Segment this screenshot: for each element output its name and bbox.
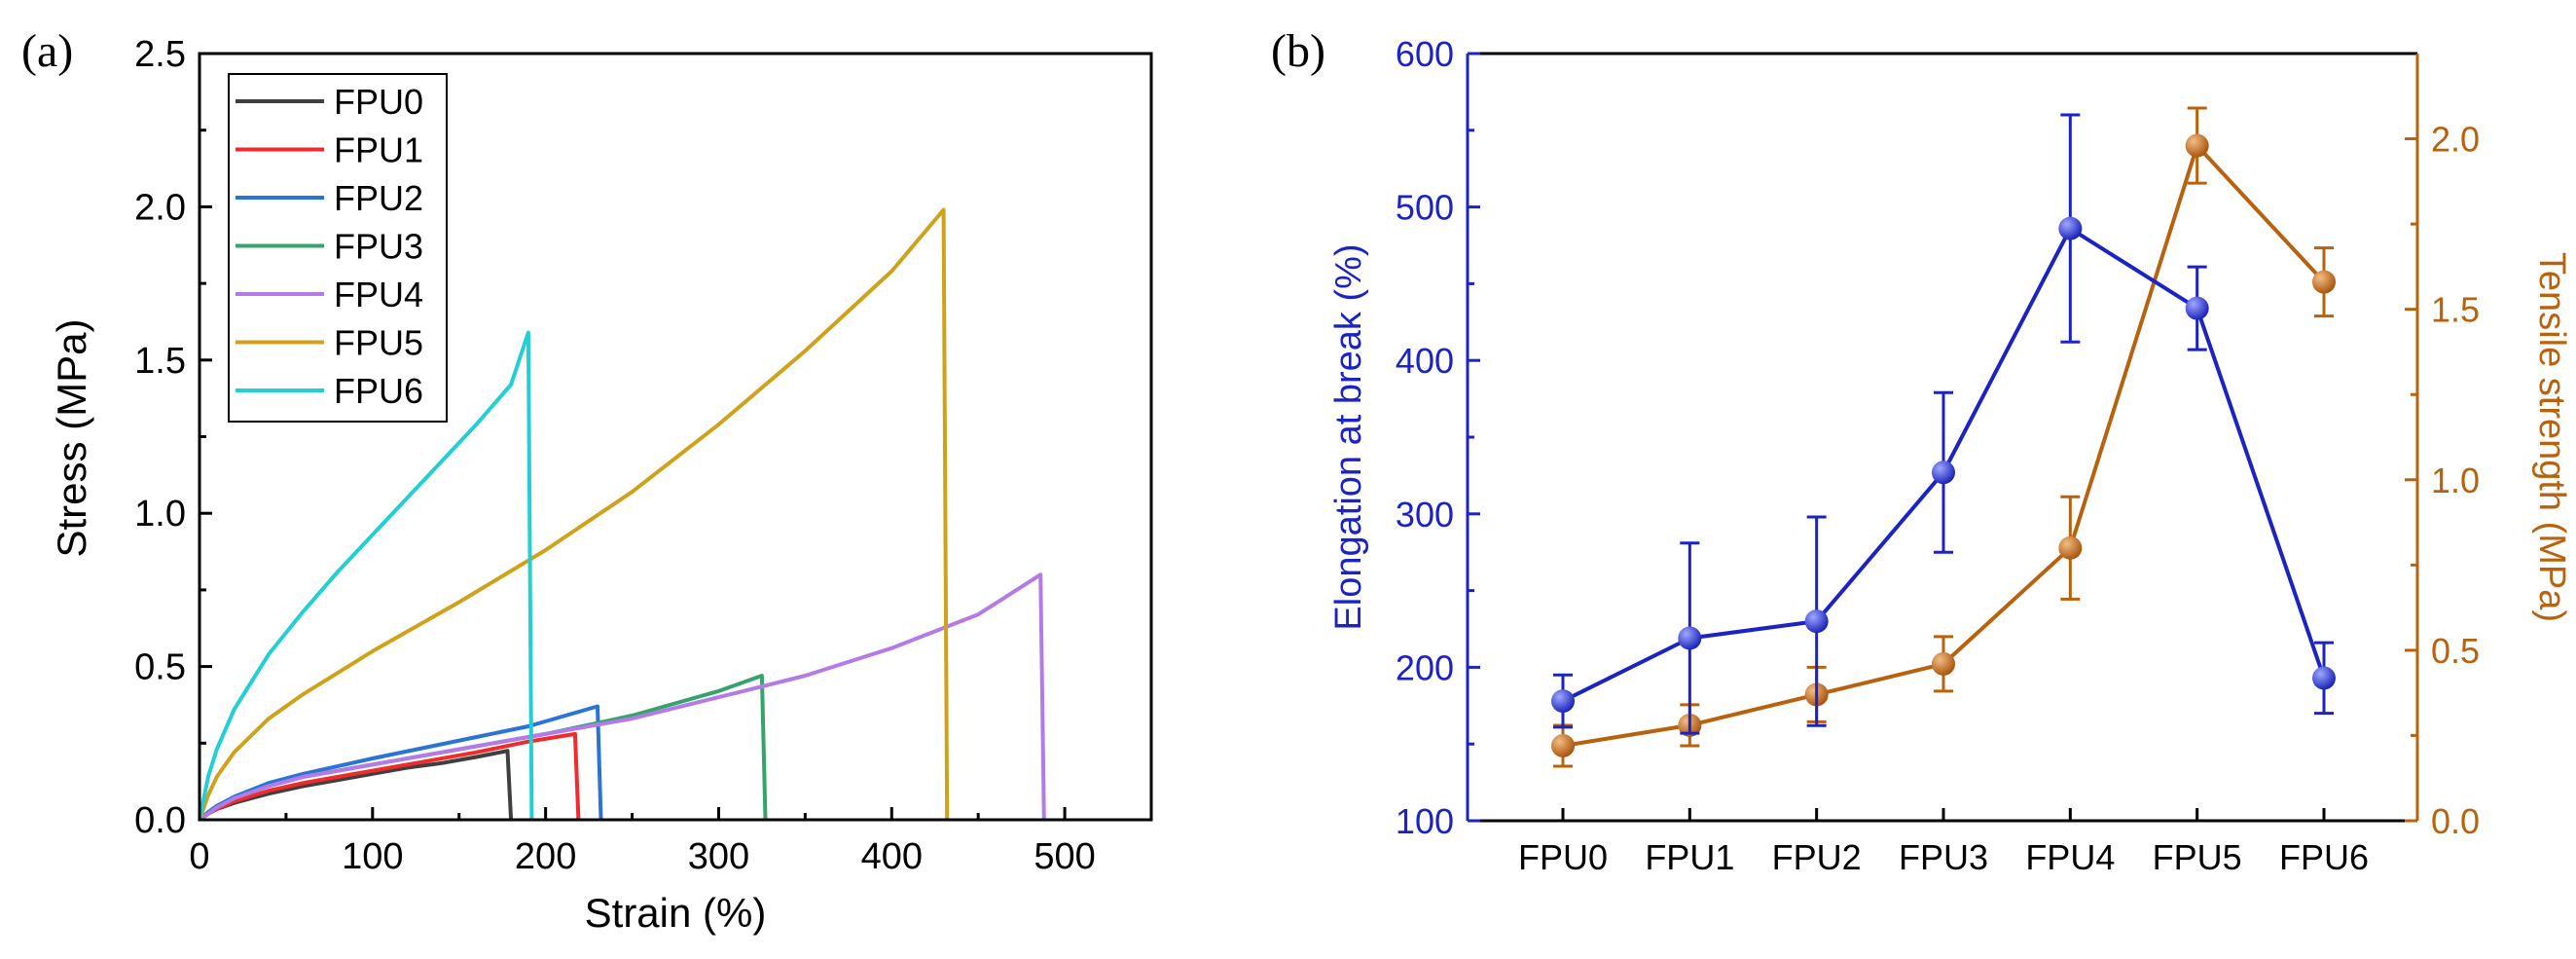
right-y-tick-label: 2.0 — [2431, 120, 2480, 160]
tensile-strength-point-fpu3 — [1932, 651, 1955, 676]
category-label-fpu1: FPU1 — [1645, 837, 1734, 877]
x-tick-label: 200 — [515, 836, 576, 877]
x-tick-label: 100 — [342, 836, 403, 877]
tensile-strength-point-fpu6 — [2312, 270, 2336, 294]
elongation-point-fpu5 — [2185, 296, 2209, 320]
curve-fpu6 — [198, 330, 534, 821]
left-y-tick-label: 200 — [1396, 647, 1454, 687]
x-tick-label: 0 — [189, 836, 209, 877]
legend-label-fpu4: FPU4 — [334, 275, 423, 314]
category-label-fpu5: FPU5 — [2153, 837, 2242, 877]
panel-b-ticks: FPU0 FPU1 FPU2 FPU3 FPU4 FPU5 FPU6 100 200 300 400… — [1396, 34, 2480, 877]
legend-label-fpu1: FPU1 — [334, 130, 423, 170]
right-y-tick-label: 1.5 — [2431, 290, 2480, 330]
category-label-fpu3: FPU3 — [1899, 837, 1988, 877]
y-tick-label: 0.0 — [134, 800, 186, 841]
x-tick-label: 400 — [861, 836, 923, 877]
left-y-tick-label: 400 — [1396, 341, 1454, 381]
y-tick-label: 0.5 — [134, 647, 186, 688]
legend-label-fpu0: FPU0 — [334, 82, 423, 122]
panel-a-ticks: 0 100 200 300 400 500 0.0 0.5 1.0 1.5 2.0 2.5 — [134, 34, 1096, 877]
left-y-tick-label: 100 — [1396, 801, 1454, 841]
curve-fpu2 — [198, 704, 603, 822]
panel-a-y-axis-label: Stress (MPa) — [49, 318, 94, 557]
elongation-point-fpu1 — [1678, 626, 1702, 650]
y-tick-label: 1.0 — [134, 494, 186, 535]
tensile-strength-point-fpu4 — [2058, 535, 2083, 560]
x-tick-label: 300 — [688, 836, 749, 877]
curve-fpu1 — [198, 731, 581, 822]
panel-b-left-axis-label: Elongation at break (%) — [1328, 243, 1369, 630]
elongation-point-fpu4 — [2058, 216, 2083, 240]
left-y-tick-label: 300 — [1396, 495, 1454, 535]
x-tick-label: 500 — [1034, 836, 1095, 877]
elongation-series — [1551, 113, 2336, 735]
legend-label-fpu5: FPU5 — [334, 323, 423, 363]
elongation-point-fpu2 — [1804, 609, 1829, 634]
y-tick-label: 2.0 — [134, 187, 186, 228]
stress-strain-series — [198, 207, 1046, 822]
panel-a-legend: FPU0 FPU1 FPU2 FPU3 FPU4 FPU5 FPU6 — [228, 73, 448, 423]
right-y-tick-label: 0.0 — [2431, 801, 2480, 841]
tensile-strength-point-fpu0 — [1551, 733, 1575, 757]
category-label-fpu4: FPU4 — [2025, 837, 2115, 877]
panel-b-right-axis-label: Tensile strength (MPa) — [2531, 252, 2572, 622]
right-y-tick-label: 1.0 — [2431, 461, 2480, 500]
category-label-fpu0: FPU0 — [1518, 837, 1608, 877]
y-tick-label: 1.5 — [134, 341, 186, 382]
category-label-fpu2: FPU2 — [1772, 837, 1862, 877]
panel-a-label: (a) — [21, 25, 73, 77]
right-y-tick-label: 0.5 — [2431, 631, 2480, 671]
curve-fpu3 — [198, 674, 768, 822]
panel-b-properties: (b) FPU0 FPU1 FPU2 FPU3 FPU4 FPU5 FPU6 100 200 30… — [1271, 25, 2572, 877]
panel-a-stress-strain: (a) 0 100 200 300 400 500 0.0 0.5 1.0 1.5 2.0 2.5 S… — [21, 25, 1153, 936]
tensile-strength-point-fpu5 — [2185, 133, 2209, 158]
panel-b-label: (b) — [1271, 25, 1325, 77]
legend-label-fpu2: FPU2 — [334, 178, 423, 218]
legend-label-fpu6: FPU6 — [334, 371, 423, 411]
panel-a-x-axis-label: Strain (%) — [585, 890, 767, 936]
y-tick-label: 2.5 — [134, 34, 186, 75]
curve-fpu5 — [198, 207, 950, 821]
left-y-tick-label: 500 — [1396, 188, 1454, 228]
curve-fpu4 — [198, 572, 1046, 822]
panel-b-plot — [1551, 106, 2336, 768]
legend-label-fpu3: FPU3 — [334, 227, 423, 267]
left-y-tick-label: 600 — [1396, 34, 1454, 74]
category-label-fpu6: FPU6 — [2279, 837, 2369, 877]
elongation-point-fpu0 — [1551, 689, 1575, 714]
elongation-point-fpu3 — [1932, 461, 1955, 485]
elongation-point-fpu6 — [2312, 666, 2336, 690]
